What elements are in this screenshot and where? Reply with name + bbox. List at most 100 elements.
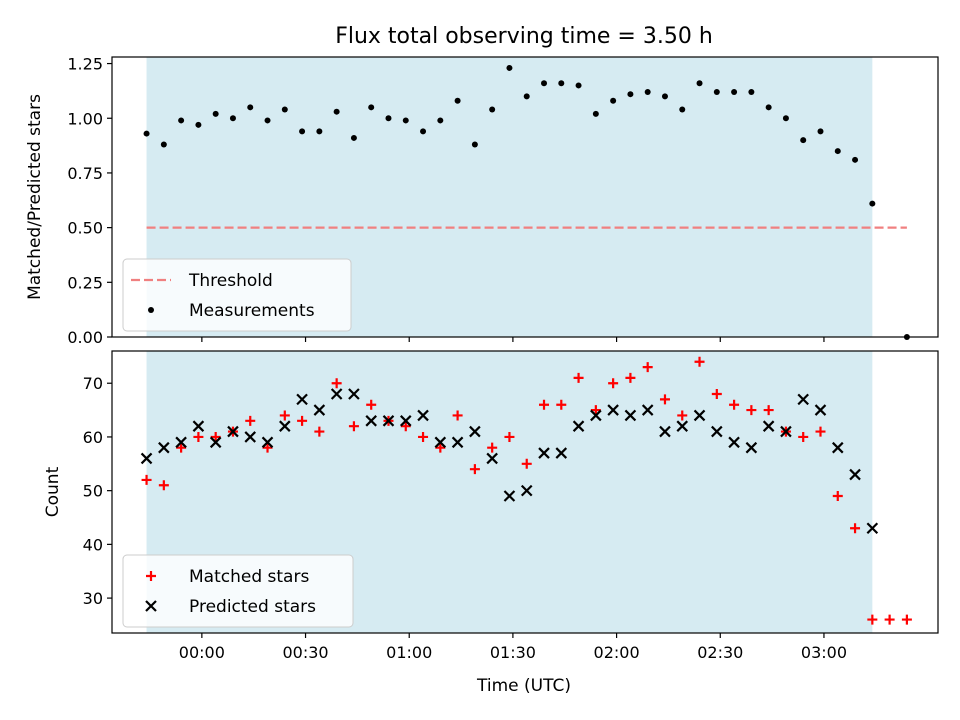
predicted-star-point (659, 425, 671, 438)
matched-star-point (210, 431, 221, 442)
y-tick-label: 60 (83, 428, 103, 447)
legend-label: Predicted stars (189, 597, 316, 617)
measurement-point (299, 128, 306, 135)
bottom-x-axis-label: Time (UTC) (476, 676, 571, 696)
measurement-point (420, 128, 427, 135)
matched-star-point (625, 372, 636, 383)
predicted-star-point (175, 436, 187, 449)
matched-star-point (469, 464, 480, 475)
matched-star-point (711, 388, 722, 399)
predicted-star-point (279, 420, 291, 432)
measurement-point (264, 117, 271, 124)
predicted-star-point (555, 447, 568, 459)
predicted-star-point (520, 484, 533, 497)
matched-star-point (331, 378, 342, 389)
x-tick-label: 01:00 (386, 643, 432, 662)
matched-star-point (262, 442, 273, 453)
legend-label: Matched stars (189, 567, 309, 587)
y-tick-label: 1.00 (67, 109, 103, 128)
matched-star-point (901, 614, 912, 625)
predicted-star-point (728, 436, 740, 449)
predicted-star-point (382, 415, 395, 427)
measurement-point (385, 115, 392, 122)
matched-star-point (590, 405, 601, 416)
measurement-point (713, 89, 720, 95)
y-tick-label: 0.00 (67, 328, 103, 347)
chart-title: Flux total observing time = 3.50 h (335, 24, 713, 49)
legend-matched-swatch (146, 571, 156, 581)
legend-box (122, 554, 354, 628)
matched-star-point (694, 356, 705, 367)
measurement-point (333, 108, 340, 115)
predicted-star-point (693, 409, 706, 422)
x-tick-label: 01:30 (490, 643, 536, 662)
matched-star-point (279, 410, 290, 421)
predicted-star-point (762, 420, 775, 432)
matched-star-point (487, 442, 498, 453)
legend-label: Measurements (189, 301, 315, 321)
matched-star-point (348, 421, 359, 432)
legend-box (122, 258, 352, 332)
axes-frame (111, 350, 939, 634)
matched-star-point (850, 523, 861, 534)
y-tick-label: 40 (83, 535, 103, 554)
measurement-point (454, 97, 461, 104)
x-tick-label: 03:00 (801, 643, 847, 662)
predicted-star-point (641, 404, 654, 416)
measurement-point (316, 128, 323, 135)
measurement-point (506, 64, 513, 71)
matched-star-point (297, 415, 308, 426)
matched-star-point (141, 474, 152, 485)
matched-star-point (314, 426, 325, 437)
measurement-point (869, 200, 876, 207)
predicted-star-point (831, 441, 844, 454)
matched-star-point (400, 421, 411, 432)
predicted-star-point (140, 452, 153, 465)
measurement-point (160, 141, 167, 148)
predicted-star-point (745, 441, 758, 454)
matched-star-point (176, 442, 187, 453)
measurement-point (696, 80, 703, 87)
y-axis-label: Count (43, 466, 63, 517)
y-tick-label: 30 (83, 589, 103, 608)
measurement-point (437, 117, 444, 124)
matched-star-point (746, 405, 757, 416)
x-tick-label: 00:30 (282, 643, 328, 662)
measurement-point (402, 117, 409, 124)
y-tick-label: 70 (83, 374, 103, 393)
measurement-point (368, 104, 375, 111)
matched-star-point (659, 394, 670, 405)
measurement-point (523, 93, 530, 100)
x-tick-label: 00:00 (179, 643, 225, 662)
measurement-point (541, 80, 548, 87)
measurement-point (178, 117, 185, 124)
measurement-point (748, 89, 755, 95)
predicted-star-point (849, 468, 861, 481)
predicted-star-point (538, 447, 550, 459)
matched-star-point (521, 458, 532, 469)
matched-star-point (608, 378, 619, 389)
predicted-star-point (780, 425, 792, 438)
measurement-point (817, 128, 824, 135)
predicted-star-point (348, 388, 360, 400)
measurement-point (765, 104, 772, 111)
predicted-star-point (711, 425, 723, 438)
measurement-point (575, 82, 582, 89)
predicted-star-point (417, 409, 429, 422)
measurement-point (212, 110, 219, 117)
bottom-panel: 30 40 50 60 70 00:00 00:30 01:00 01:30 02:00 02:30… (43, 350, 939, 662)
predicted-star-point (676, 420, 689, 432)
y-tick-label: 0.25 (67, 273, 103, 292)
predicted-star-point (797, 393, 809, 406)
y-axis-label: Matched/Predicted stars (25, 94, 45, 300)
measurement-point (350, 134, 357, 141)
measurement-point (247, 104, 254, 111)
predicted-star-point (365, 415, 377, 427)
matched-star-point (158, 480, 169, 491)
matched-star-point (245, 415, 256, 426)
predicted-star-point (572, 420, 585, 432)
predicted-star-point (814, 404, 827, 416)
legend-predicted-swatch (145, 600, 157, 612)
measurement-point (731, 89, 738, 95)
